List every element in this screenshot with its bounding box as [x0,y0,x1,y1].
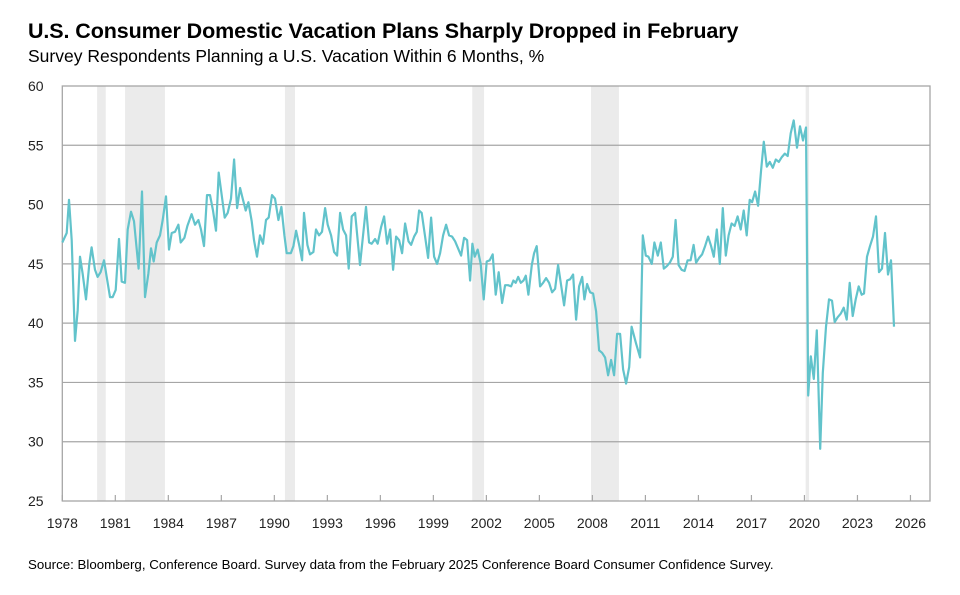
chart-subtitle: Survey Respondents Planning a U.S. Vacat… [28,46,545,66]
y-tick-label: 60 [28,78,44,94]
x-tick-label: 2023 [842,515,873,531]
x-tick-label: 1996 [365,515,396,531]
source-note: Source: Bloomberg, Conference Board. Sur… [28,557,774,572]
y-axis-tick-labels: 25 30 35 40 45 50 55 60 [28,78,44,509]
x-tick-label: 2020 [789,515,820,531]
y-tick-label: 30 [28,434,44,450]
x-tick-label: 1999 [418,515,449,531]
series-line-vacation-plans [61,119,896,450]
y-tick-label: 40 [28,315,44,331]
recession-bands [97,86,810,501]
x-tick-label: 1993 [312,515,343,531]
y-tick-label: 45 [28,256,44,272]
y-tick-label: 25 [28,493,44,509]
x-axis-ticks: 1978 1981 1984 1987 1990 1993 1996 1999 2002 2005… [47,495,926,531]
x-tick-label: 2005 [524,515,555,531]
recession-band [284,86,296,501]
chart-title: U.S. Consumer Domestic Vacation Plans Sh… [28,19,739,43]
x-tick-label: 1981 [100,515,131,531]
y-tick-label: 35 [28,374,44,390]
x-tick-label: 2014 [683,515,714,531]
x-tick-label: 2002 [471,515,502,531]
x-tick-label: 1978 [47,515,78,531]
recession-band [590,86,619,501]
x-tick-label: 2008 [577,515,608,531]
recession-band [472,86,485,501]
x-tick-label: 1990 [259,515,290,531]
x-tick-label: 2017 [736,515,767,531]
x-tick-label: 2011 [630,515,660,531]
y-tick-label: 55 [28,137,44,153]
x-tick-label: 1987 [206,515,237,531]
y-tick-label: 50 [28,197,44,213]
x-tick-label: 2026 [895,515,926,531]
recession-band [97,86,106,501]
x-tick-label: 1984 [153,515,184,531]
plot-frame [61,85,931,502]
